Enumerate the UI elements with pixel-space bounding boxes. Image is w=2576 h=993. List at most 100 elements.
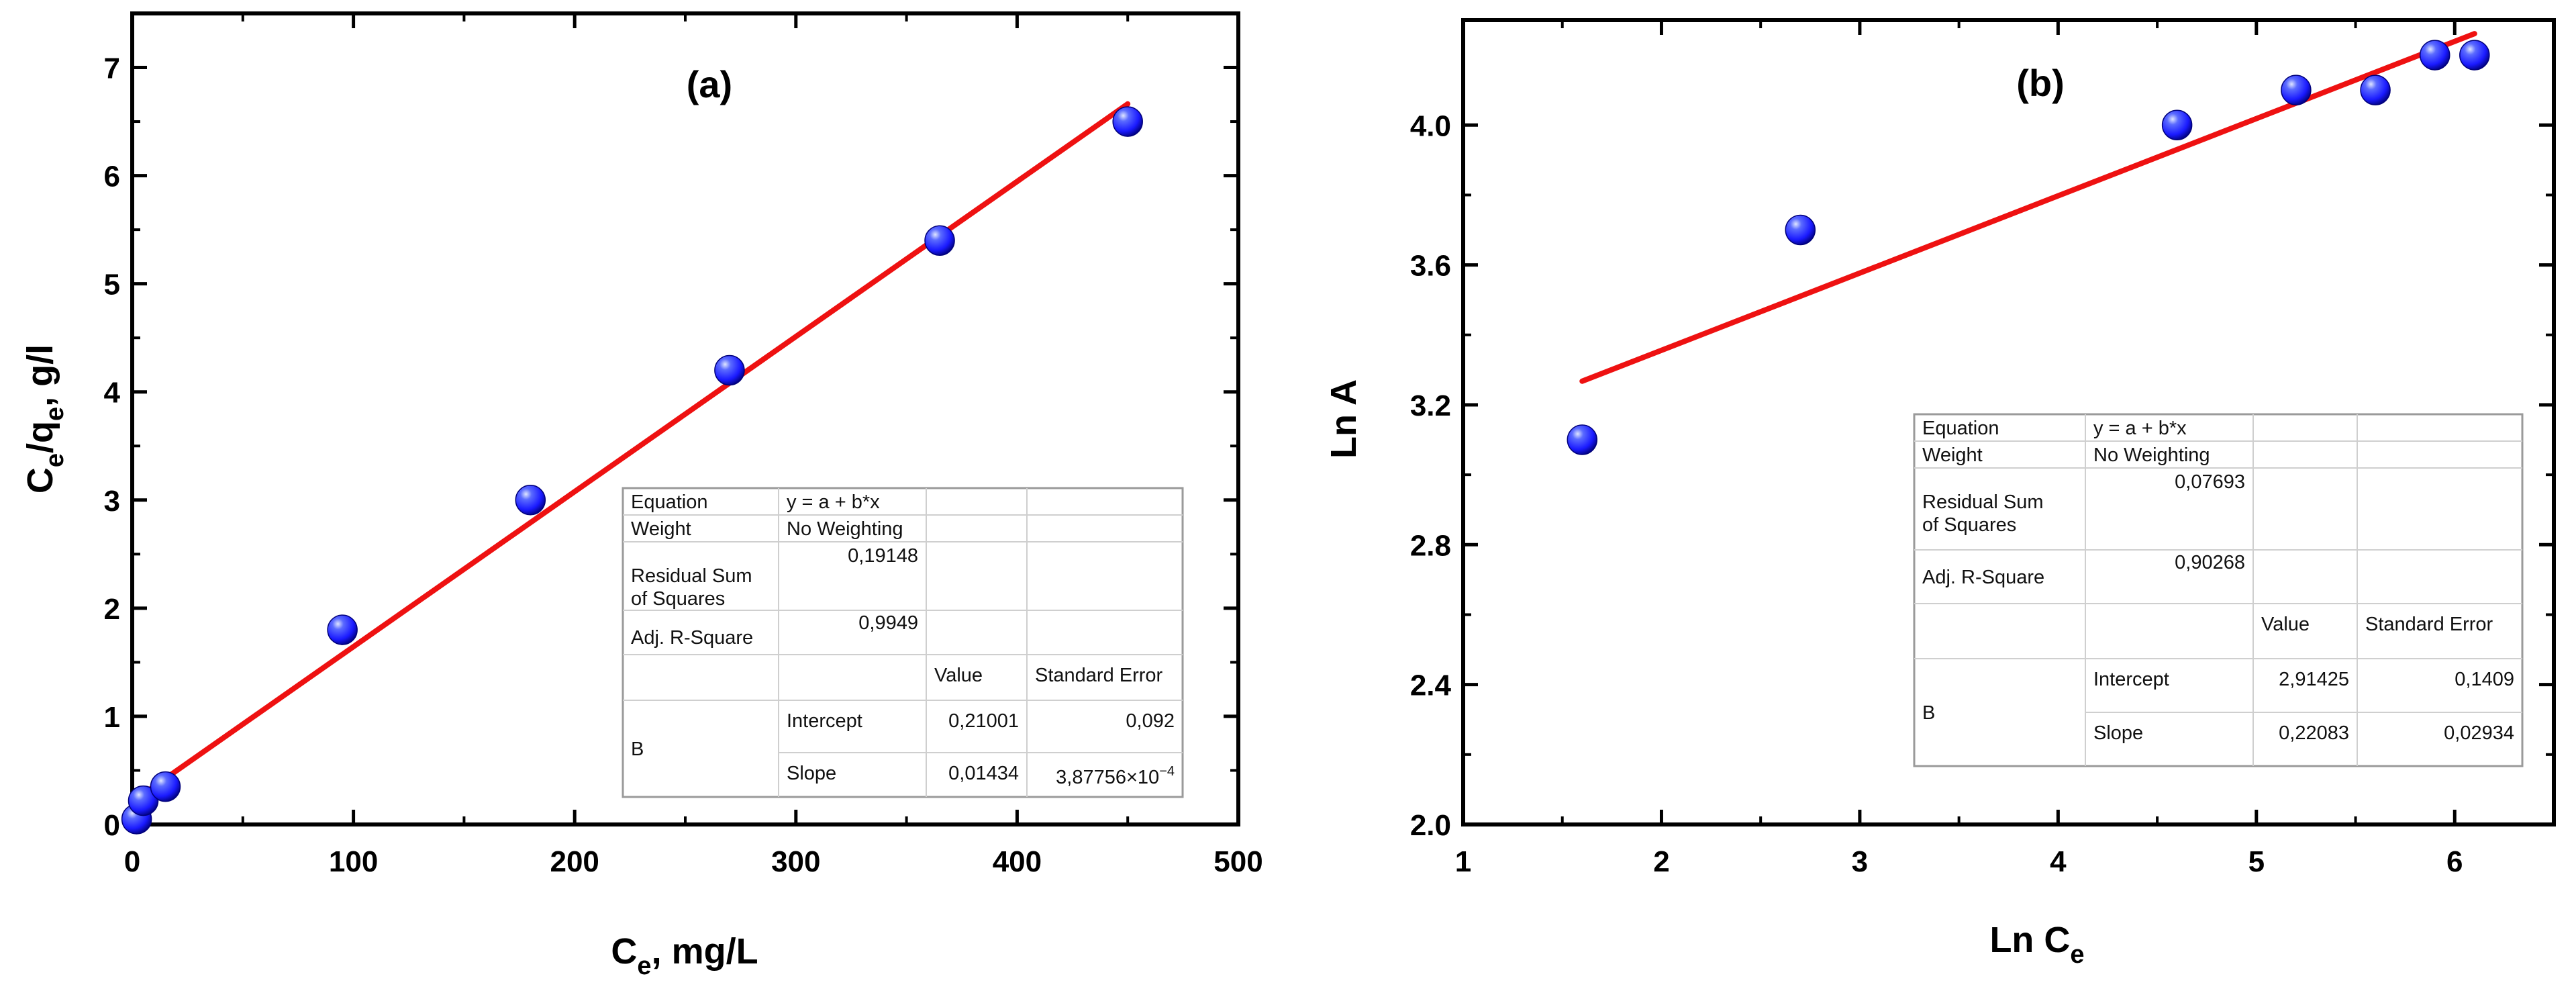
y-axis-title-part: C <box>20 467 60 493</box>
x-tick-label: 2 <box>1653 845 1669 878</box>
table-rss-label-line: of Squares <box>1922 514 2016 536</box>
data-point <box>2161 109 2193 141</box>
table-adjr-label: Adj. R-Square <box>631 627 753 649</box>
table-se-header: Standard Error <box>1035 665 1163 686</box>
table-rss-label: Residual Sum of Squares <box>1922 491 2044 536</box>
table-adjr-label: Adj. R-Square <box>1922 567 2044 588</box>
y-axis-title-sub: e <box>41 407 69 421</box>
table-equation-value: y = a + b*x <box>787 491 880 513</box>
x-axis-title-main: C <box>611 931 637 972</box>
y-axis-title: Ce/qe, g/l <box>20 344 69 493</box>
plot-frame <box>1461 18 2556 826</box>
fit-line <box>1579 31 2477 384</box>
x-tick-label: 200 <box>550 845 599 878</box>
table-slope-se-mantissa: 3,87756×10 <box>1056 767 1159 788</box>
table-slope-se-exponent: −4 <box>1159 764 1175 779</box>
results-table: Equation y = a + b*x Weight No Weighting Res… <box>1913 413 2524 767</box>
table-intercept-label: Intercept <box>2093 669 2169 690</box>
table-slope-se: 3,87756×10−4 <box>1056 764 1175 788</box>
table-equation-label: Equation <box>1922 418 1999 439</box>
table-slope-label: Slope <box>2093 722 2143 744</box>
y-axis-title-part: /q <box>20 421 60 453</box>
data-point <box>2459 40 2490 70</box>
y-axis-title: Ln A <box>1324 379 1364 459</box>
table-weight-value: No Weighting <box>2093 444 2210 466</box>
y-tick-label: 2.0 <box>1410 809 1451 842</box>
table-equation-label: Equation <box>631 491 708 513</box>
table-adjr-value: 0,9949 <box>858 612 918 634</box>
data-point <box>2281 75 2312 105</box>
y-axis-title-part: , g/l <box>20 344 60 407</box>
data-point <box>150 771 181 802</box>
x-tick-label: 500 <box>1213 845 1262 878</box>
x-tick-label: 100 <box>329 845 378 878</box>
x-axis-title-sub: e <box>2070 941 2084 969</box>
y-tick-label: 7 <box>104 52 120 85</box>
table-adjr-value: 0,90268 <box>2175 552 2245 573</box>
table-rss-label-line: Residual Sum <box>631 565 752 587</box>
x-axis-title-rest: , mg/L <box>652 931 758 972</box>
x-tick-label: 4 <box>2050 845 2067 878</box>
table-slope-label: Slope <box>787 763 836 784</box>
x-tick-label: 3 <box>1852 845 1868 878</box>
table-weight-label: Weight <box>631 518 691 540</box>
data-point <box>1567 424 1598 455</box>
y-tick-label: 3.2 <box>1410 389 1451 422</box>
y-axis-title-sub: e <box>41 453 69 467</box>
table-border <box>622 487 1184 798</box>
y-tick-label: 4 <box>104 377 121 410</box>
table-rss-value: 0,07693 <box>2175 471 2245 493</box>
table-intercept-se: 0,1409 <box>2455 669 2514 690</box>
data-point <box>128 785 159 816</box>
results-table: Equation y = a + b*x Weight No Weighting Res… <box>622 487 1184 798</box>
table-slope-se: 0,02934 <box>2444 722 2514 744</box>
data-point <box>924 225 955 256</box>
data-point <box>1785 214 1816 246</box>
table-value-header: Value <box>2261 614 2310 635</box>
table-equation-value: y = a + b*x <box>2093 418 2187 439</box>
table-group-label: B <box>631 739 644 760</box>
x-tick-label: 6 <box>2446 845 2463 878</box>
table-intercept-label: Intercept <box>787 710 862 732</box>
table-rss-label-line: of Squares <box>631 588 725 610</box>
fit-line <box>130 101 1131 805</box>
x-tick-label: 400 <box>993 845 1042 878</box>
table-weight-value: No Weighting <box>787 518 903 540</box>
y-tick-label: 3 <box>104 485 120 518</box>
table-weight-label: Weight <box>1922 444 1983 466</box>
table-intercept-value: 2,91425 <box>2279 669 2349 690</box>
data-point <box>327 614 358 645</box>
y-tick-label: 2 <box>104 593 120 626</box>
table-intercept-value: 0,21001 <box>948 710 1019 732</box>
y-tick-label: 1 <box>104 701 120 734</box>
x-axis-title-main: Ln C <box>1989 920 2070 960</box>
table-slope-value: 0,01434 <box>948 763 1019 784</box>
y-axis-title-part: Ln A <box>1324 379 1364 459</box>
x-tick-label: 0 <box>124 845 140 878</box>
table-border <box>1913 413 2524 767</box>
x-axis-title: Ln Ce <box>1989 920 2084 969</box>
table-rss-label-line: Residual Sum <box>1922 491 2044 513</box>
x-axis-title: Ce, mg/L <box>611 931 758 980</box>
y-tick-label: 2.4 <box>1410 669 1452 702</box>
data-point <box>2419 40 2450 70</box>
panel-b: 1 2 3 4 5 6 2.0 2.4 2.8 3.2 3.6 4.0 (b) Ln Ce Ln A Equa… <box>1324 18 2556 969</box>
table-slope-value: 0,22083 <box>2279 722 2349 744</box>
y-tick-label: 4.0 <box>1410 109 1451 142</box>
table-rss-label: Residual Sum of Squares <box>631 565 752 610</box>
x-tick-label: 5 <box>2248 845 2265 878</box>
x-tick-label: 300 <box>771 845 820 878</box>
y-tick-label: 0 <box>104 809 120 842</box>
data-point <box>515 485 546 516</box>
table-rss-value: 0,19148 <box>848 545 918 567</box>
y-tick-label: 6 <box>104 160 120 193</box>
y-tick-label: 5 <box>104 269 120 301</box>
data-point <box>2360 75 2391 105</box>
panel-label: (b) <box>2016 62 2065 104</box>
y-tick-label: 3.6 <box>1410 250 1451 283</box>
x-tick-label: 1 <box>1455 845 1471 878</box>
y-tick-label: 2.8 <box>1410 529 1451 562</box>
table-intercept-se: 0,092 <box>1126 710 1175 732</box>
